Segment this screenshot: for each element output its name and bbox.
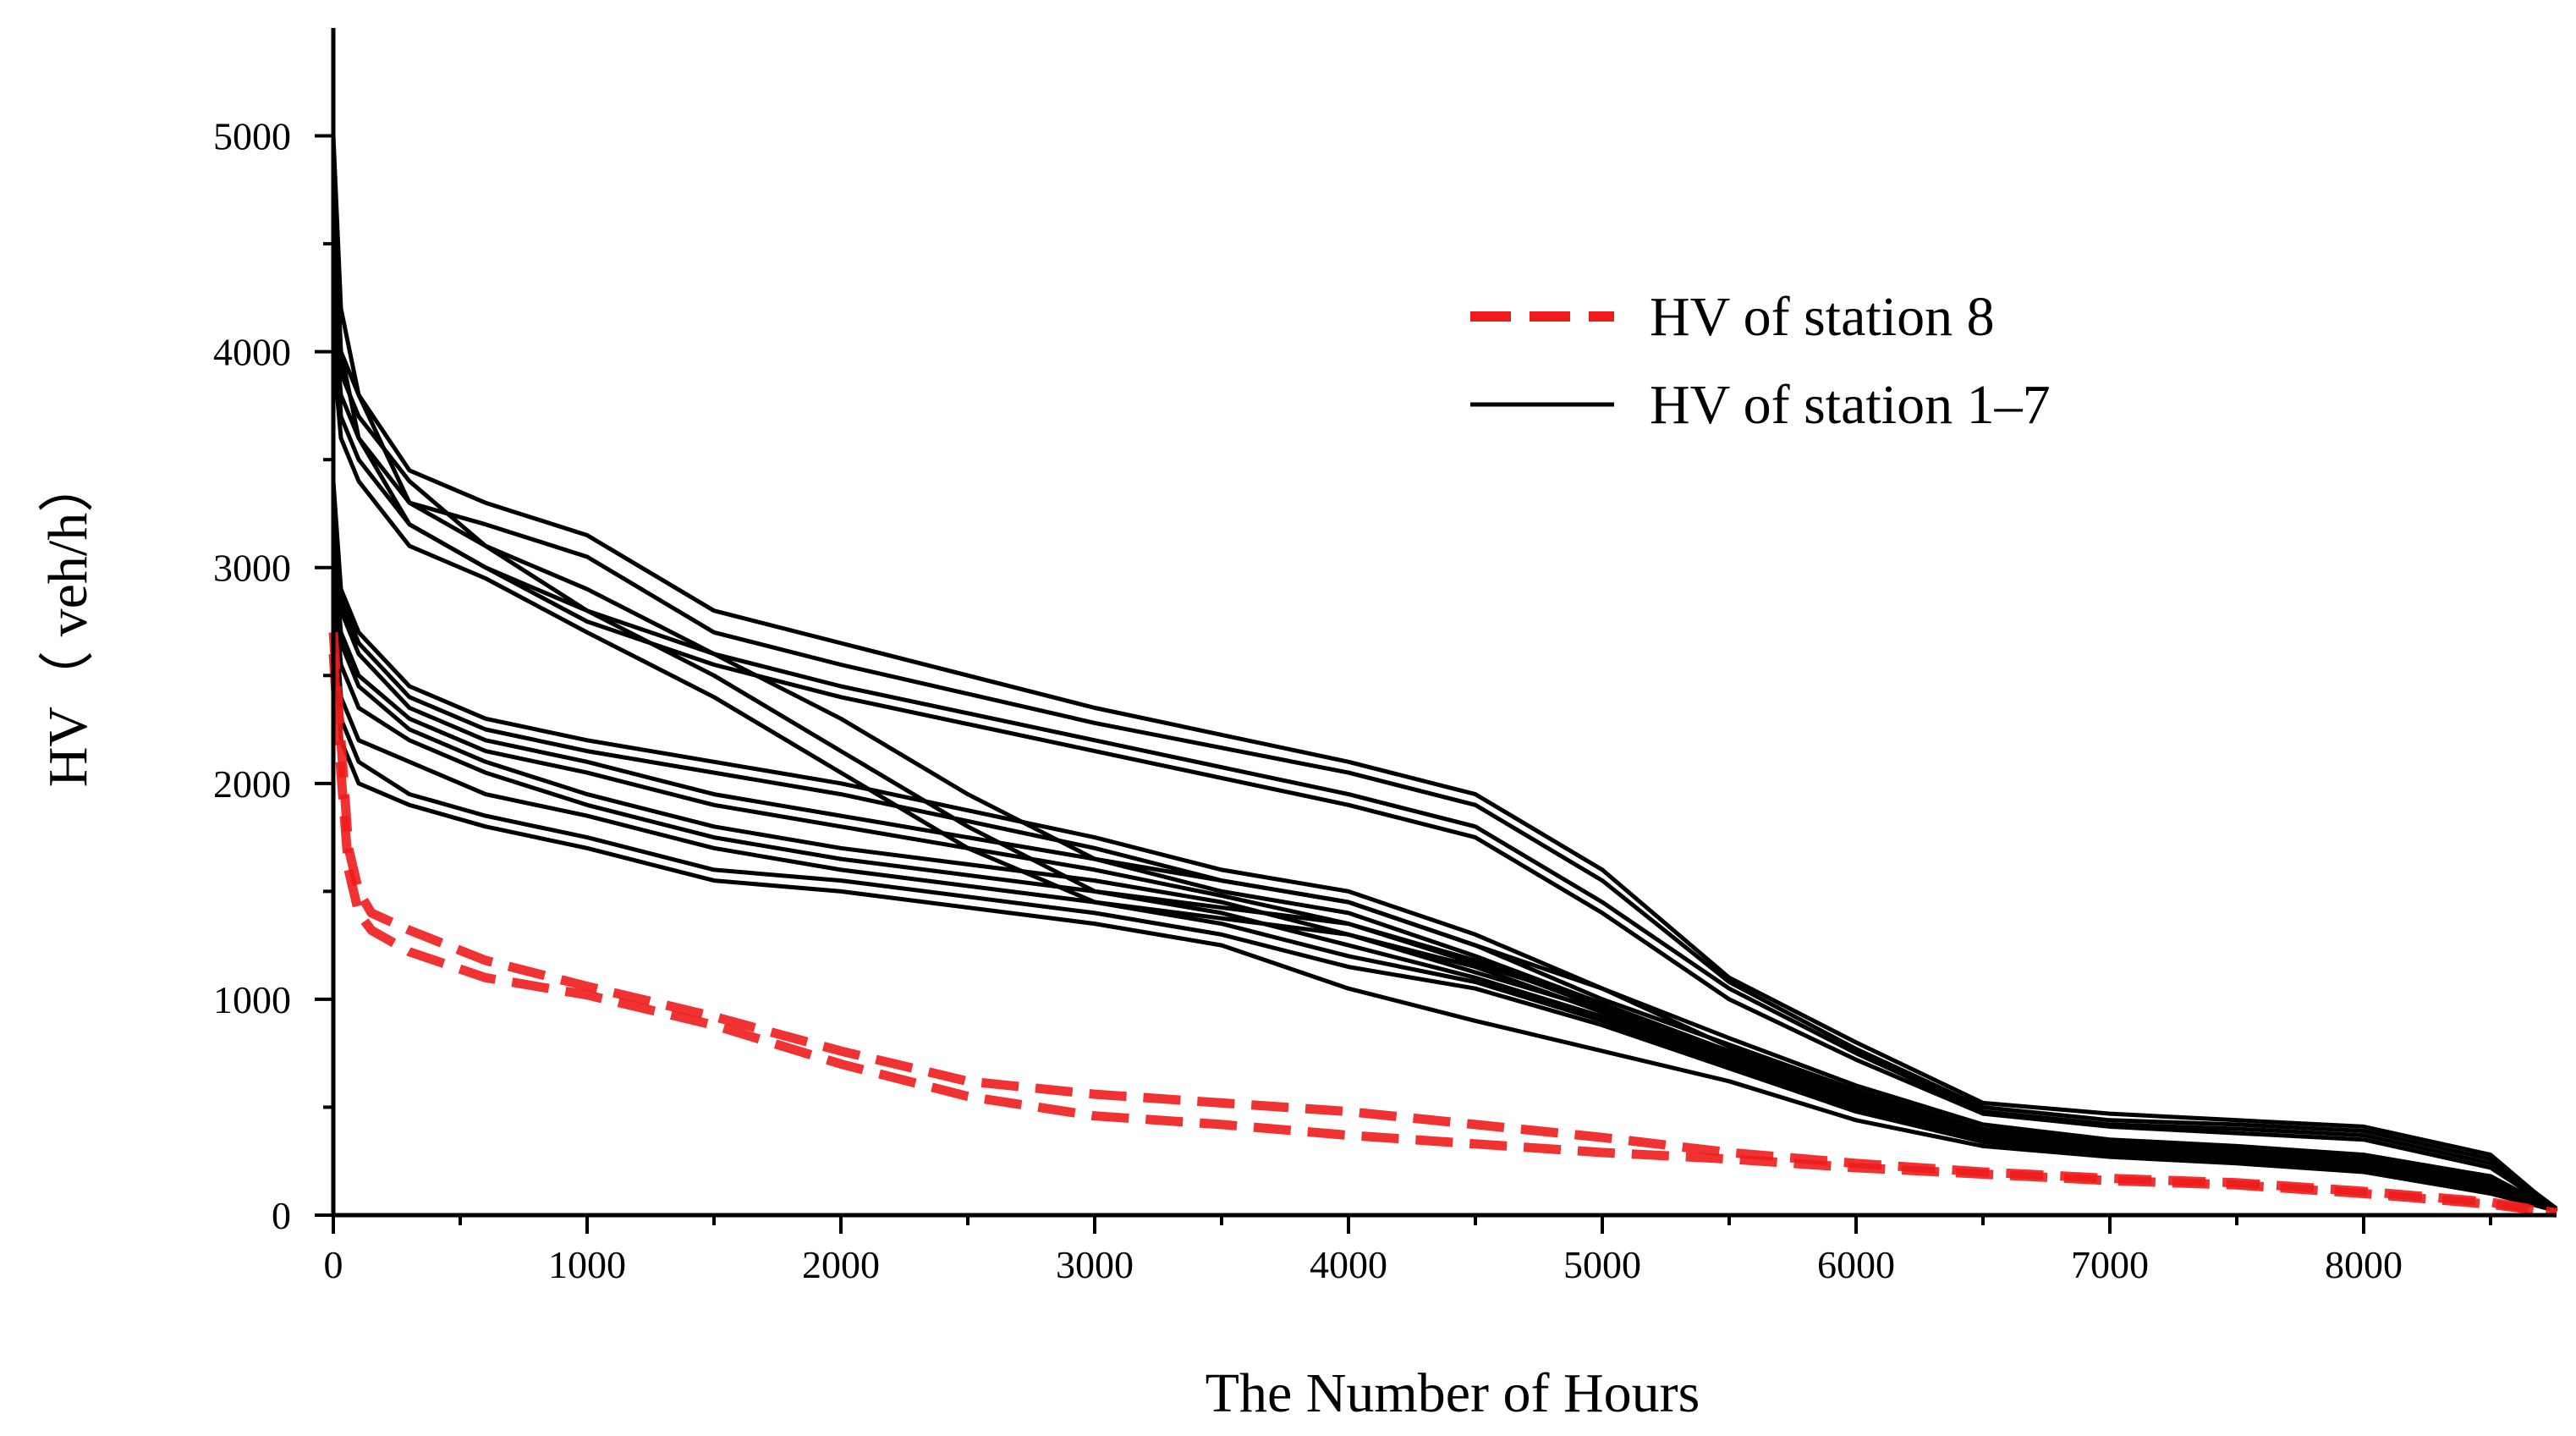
series-line-station-1-7 [331, 632, 2557, 1213]
series-line-station-1-7 [331, 481, 2558, 1213]
y-tick-label: 4000 [213, 331, 291, 374]
x-tick-label: 4000 [1310, 1243, 1387, 1286]
x-tick-label: 0 [324, 1243, 343, 1286]
legend-label-station-1-7: HV of station 1–7 [1650, 374, 2051, 436]
series-line-station-1-7 [331, 243, 2558, 1213]
axes-layer [331, 28, 2557, 1218]
y-axis-title: HV（ veh/h） [37, 457, 99, 787]
series-line-station-1-7 [331, 524, 2558, 1213]
legend-label-station-8: HV of station 8 [1650, 286, 1995, 348]
y-tick-label: 3000 [213, 547, 291, 590]
series-line-station-1-7 [331, 135, 2558, 1213]
series-line-station-1-7 [331, 179, 2558, 1211]
x-axis-title: The Number of Hours [1206, 1362, 1700, 1424]
ticks-layer: 0 1000 2000 3000 4000 5000 6000 7000 8000 0 1000 20… [213, 115, 2492, 1286]
y-tick-label: 0 [272, 1194, 291, 1237]
series-line-station-1-7 [331, 545, 2557, 1213]
y-tick-label: 1000 [213, 978, 291, 1021]
series-line-station-1-7 [331, 567, 2557, 1213]
x-tick-label: 2000 [802, 1243, 880, 1286]
y-tick-label: 5000 [213, 115, 291, 158]
series-line-station-1-7 [331, 610, 2557, 1213]
x-tick-label: 1000 [548, 1243, 626, 1286]
series-line-station-1-7 [331, 503, 2558, 1213]
x-tick-label: 7000 [2071, 1243, 2149, 1286]
x-tick-label: 8000 [2325, 1243, 2403, 1286]
series-layer [328, 135, 2558, 1218]
x-tick-label: 5000 [1563, 1243, 1641, 1286]
series-line-station-8 [328, 653, 2557, 1218]
series-line-station-1-7 [331, 578, 2557, 1213]
y-tick-label: 2000 [213, 762, 291, 806]
x-tick-label: 3000 [1056, 1243, 1134, 1286]
legend: HV of station 8 HV of station 1–7 [1470, 286, 2051, 436]
x-tick-label: 6000 [1817, 1243, 1895, 1286]
series-line-station-1-7 [331, 589, 2557, 1213]
